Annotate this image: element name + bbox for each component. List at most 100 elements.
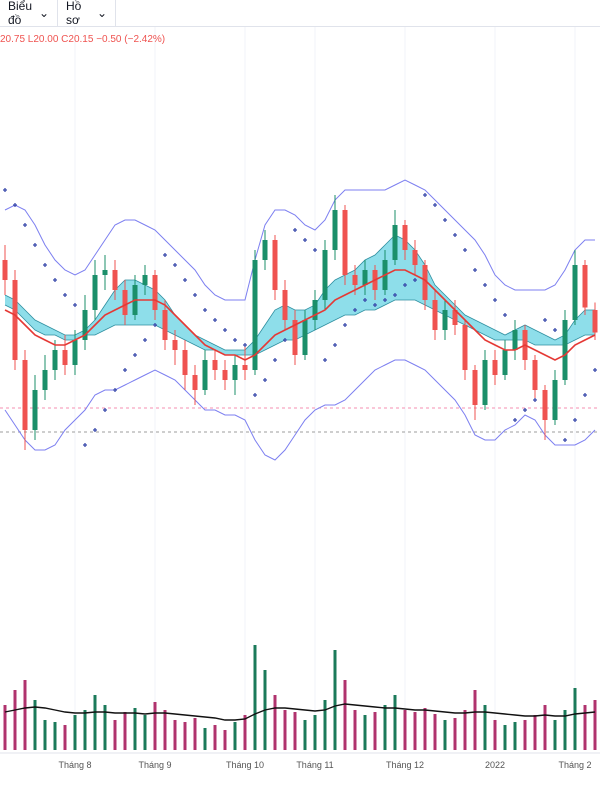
volume-bar — [563, 710, 567, 750]
sar-dot — [353, 308, 357, 312]
volume-bar — [33, 700, 37, 750]
volume-bar — [403, 710, 407, 750]
sar-dot — [523, 408, 527, 412]
sar-dot — [213, 318, 217, 322]
candle-body — [272, 240, 278, 290]
sar-dot — [223, 328, 227, 332]
sar-dot — [373, 303, 377, 307]
volume-bar — [83, 710, 87, 750]
candle-body — [512, 330, 518, 350]
candle-body — [42, 370, 48, 390]
volume-bar — [393, 695, 397, 750]
volume-bar — [253, 645, 257, 750]
candle-body — [72, 340, 78, 365]
candle-body — [502, 350, 508, 375]
volume-bar — [313, 715, 317, 750]
sar-dot — [133, 353, 137, 357]
candle-body — [422, 265, 428, 300]
volume-bar — [153, 702, 157, 750]
candle-body — [472, 370, 478, 405]
candle-body — [62, 350, 68, 365]
sar-dot — [283, 338, 287, 342]
candle-body — [562, 320, 568, 380]
sar-dot — [293, 228, 297, 232]
volume-bar — [513, 722, 517, 750]
volume-bar — [53, 722, 57, 750]
sar-dot — [443, 218, 447, 222]
volume-bar — [433, 714, 437, 750]
sar-dot — [103, 408, 107, 412]
x-tick-label: Tháng 11 — [296, 760, 333, 770]
candle-body — [322, 250, 328, 300]
candle-body — [12, 280, 18, 360]
candle-body — [92, 275, 98, 310]
volume-bar — [233, 722, 237, 750]
volume-bar — [193, 718, 197, 750]
sar-dot — [403, 283, 407, 287]
sar-dot — [513, 418, 517, 422]
volume-bar — [93, 695, 97, 750]
sar-dot — [553, 328, 557, 332]
candle-body — [82, 310, 88, 340]
menu-label[interactable]: Hồ sơ — [66, 0, 82, 27]
candle-body — [312, 300, 318, 320]
volume-bar — [443, 720, 447, 750]
sar-dot — [323, 358, 327, 362]
volume-bar — [113, 720, 117, 750]
candle-body — [332, 210, 338, 250]
volume-bar — [243, 715, 247, 750]
candle-body — [432, 300, 438, 330]
sar-dot — [423, 193, 427, 197]
volume-bar — [353, 710, 357, 750]
volume-bar — [553, 720, 557, 750]
volume-bar — [383, 705, 387, 750]
volume-bar — [273, 695, 277, 750]
candle-body — [102, 270, 108, 275]
volume-bar — [503, 725, 507, 750]
sar-dot — [163, 253, 167, 257]
cloud-line — [4, 299, 595, 356]
sar-dot — [413, 278, 417, 282]
volume-bar — [73, 715, 77, 750]
x-tick-label: Tháng 10 — [226, 760, 264, 770]
volume-bar — [143, 715, 147, 750]
volume-bar — [283, 710, 287, 750]
candle-body — [592, 310, 598, 333]
x-tick-label: Tháng 9 — [138, 760, 171, 770]
volume-bar — [303, 720, 307, 750]
candle-body — [572, 265, 578, 320]
candle-body — [402, 225, 408, 250]
candle-body — [292, 320, 298, 355]
candle-body — [412, 250, 418, 265]
sar-dot — [43, 263, 47, 267]
volume-bar — [213, 725, 217, 750]
sar-dot — [83, 443, 87, 447]
toolbar-border — [0, 26, 600, 27]
sar-dot — [593, 368, 597, 372]
volume-bar — [483, 705, 487, 750]
volume-bar — [323, 700, 327, 750]
sar-dot — [503, 313, 507, 317]
menu-label[interactable]: Biểu đồ — [8, 0, 33, 27]
chart-menu[interactable]: Biểu đồ ⌄ — [0, 0, 58, 27]
volume-bar — [573, 688, 577, 750]
sar-dot — [183, 278, 187, 282]
sar-dot — [583, 393, 587, 397]
candle-body — [262, 240, 268, 260]
candle-body — [302, 320, 308, 355]
volume-bar — [13, 690, 17, 750]
sar-dot — [473, 268, 477, 272]
profile-menu[interactable]: Hồ sơ ⌄ — [58, 0, 116, 27]
sar-dot — [453, 233, 457, 237]
sar-dot — [243, 343, 247, 347]
x-tick-label: Tháng 8 — [58, 760, 91, 770]
candle-body — [112, 270, 118, 290]
volume-ma — [4, 703, 596, 721]
sar-dot — [53, 278, 57, 282]
candle-body — [492, 360, 498, 375]
volume-bar — [413, 712, 417, 750]
candle-body — [342, 210, 348, 275]
sar-dot — [233, 338, 237, 342]
volume-bar — [293, 712, 297, 750]
